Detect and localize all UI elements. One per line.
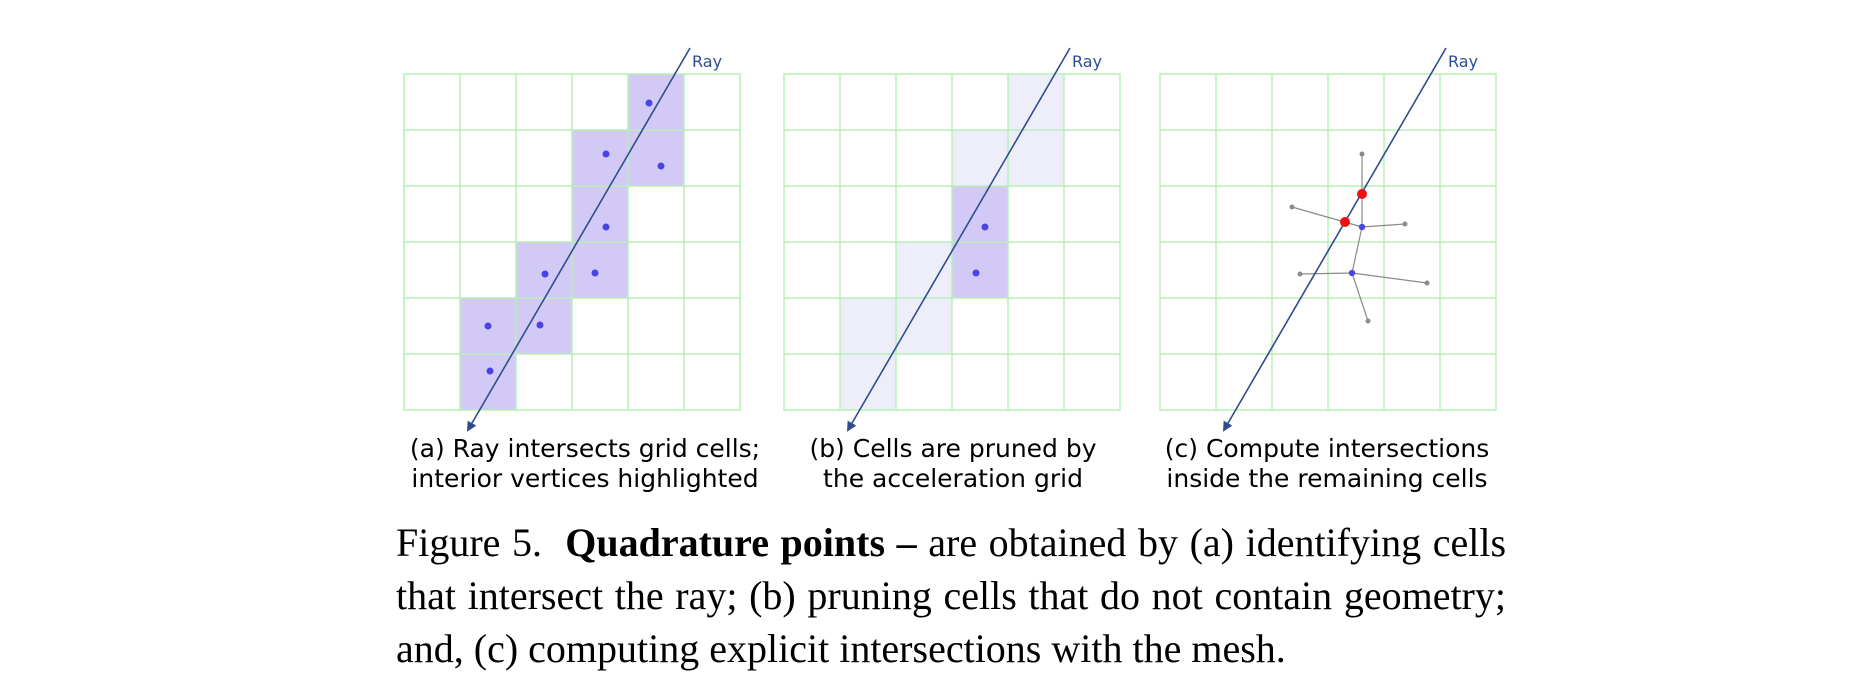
panel-a-caption-line1: (a) Ray intersects grid cells; bbox=[409, 434, 761, 463]
ray bbox=[466, 47, 691, 432]
highlighted-cells bbox=[460, 74, 684, 410]
figure-caption-text: are obtained by (a) identifying cells th… bbox=[396, 520, 1507, 671]
panel-b-caption-line1: (b) Cells are pruned by bbox=[809, 434, 1097, 463]
ray-label: Ray bbox=[1448, 52, 1478, 71]
panel-a-caption-line2: interior vertices highlighted bbox=[411, 464, 759, 493]
panel-b-caption-line2: the acceleration grid bbox=[823, 464, 1083, 493]
ray-label: Ray bbox=[1072, 52, 1102, 71]
panel-b: Ray bbox=[783, 47, 1121, 432]
kept-cells bbox=[952, 186, 1008, 298]
figure-diagram: Ray bbox=[403, 47, 1497, 432]
mesh-vertices bbox=[1289, 151, 1430, 324]
figure-label: Figure 5. bbox=[396, 520, 543, 565]
interior-vertices bbox=[972, 223, 989, 277]
grid bbox=[1159, 73, 1497, 411]
panel-a: Ray bbox=[403, 47, 741, 432]
ray-label: Ray bbox=[692, 52, 722, 71]
mesh-edges bbox=[1291, 154, 1428, 322]
panel-b-caption: (b) Cells are pruned by the acceleration… bbox=[753, 434, 1153, 494]
ray bbox=[846, 47, 1071, 432]
pruned-cells bbox=[840, 74, 1064, 410]
panel-c-caption-line1: (c) Compute intersections bbox=[1164, 434, 1490, 463]
interior-vertices bbox=[1348, 223, 1366, 277]
panel-c-caption-line2: inside the remaining cells bbox=[1166, 464, 1488, 493]
figure-caption: Figure 5. Quadrature points – are obtain… bbox=[396, 516, 1506, 675]
panel-a-caption: (a) Ray intersects grid cells; interior … bbox=[385, 434, 785, 494]
grid bbox=[783, 73, 1121, 411]
panel-c: Ray bbox=[1159, 47, 1497, 432]
ray bbox=[1222, 47, 1447, 432]
figure-title: Quadrature points – bbox=[565, 520, 917, 565]
intersection-points bbox=[1340, 189, 1367, 227]
panel-c-caption: (c) Compute intersections inside the rem… bbox=[1127, 434, 1527, 494]
grid bbox=[403, 73, 741, 411]
interior-vertices bbox=[484, 99, 665, 375]
